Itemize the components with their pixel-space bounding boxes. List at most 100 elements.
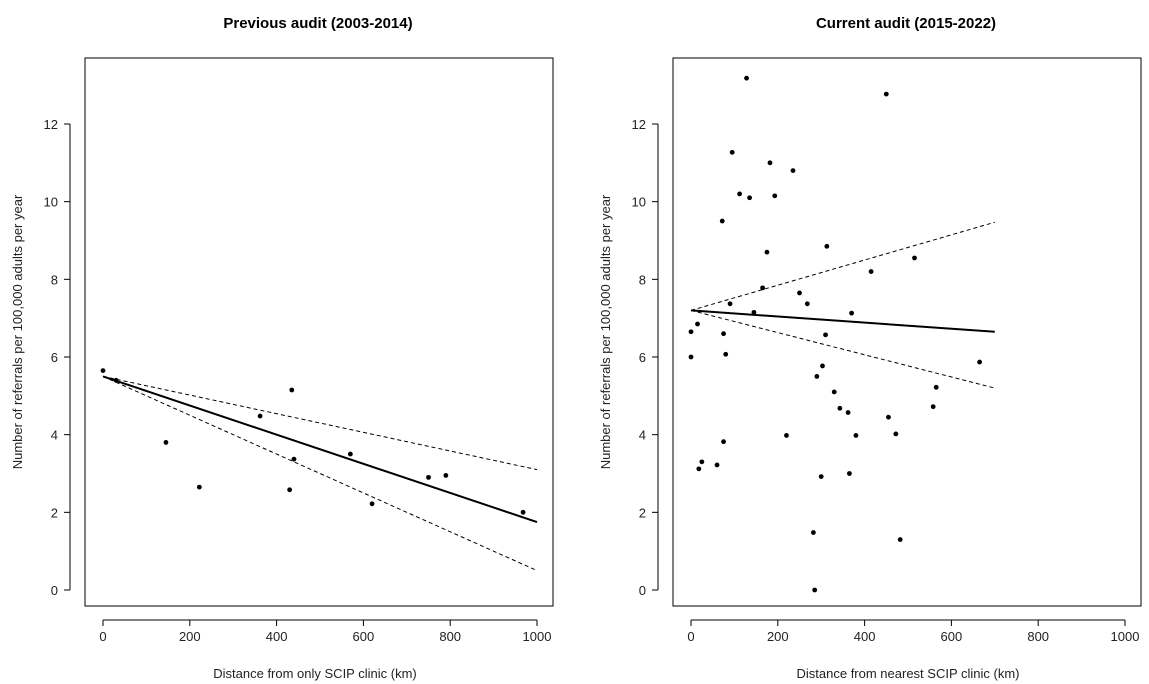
regression-line bbox=[102, 375, 538, 523]
data-point bbox=[810, 530, 816, 535]
data-point bbox=[893, 431, 899, 437]
x-tick-label: 200 bbox=[179, 629, 201, 644]
x-tick-label: 400 bbox=[854, 629, 876, 644]
data-point bbox=[847, 471, 852, 476]
data-point bbox=[930, 404, 936, 410]
x-tick-label: 200 bbox=[767, 629, 789, 644]
points-current bbox=[688, 75, 983, 593]
x-axis-label-previous: Distance from only SCIP clinic (km) bbox=[213, 666, 416, 681]
data-point bbox=[100, 368, 106, 373]
plot-frame-previous bbox=[84, 57, 554, 607]
data-point bbox=[719, 218, 725, 224]
y-tick-label: 4 bbox=[51, 428, 58, 443]
data-point bbox=[696, 466, 702, 472]
x-tick-label: 600 bbox=[353, 629, 375, 644]
chart-title-previous: Previous audit (2003-2014) bbox=[223, 15, 412, 32]
data-point bbox=[883, 91, 889, 97]
data-point bbox=[747, 195, 752, 201]
x-tick-label: 600 bbox=[941, 629, 963, 644]
ci-upper-line bbox=[102, 375, 538, 471]
y-axis-current: 0 2 4 6 8 10 12 bbox=[632, 117, 659, 598]
y-tick-label: 2 bbox=[51, 505, 58, 520]
chart-title-current: Current audit (2015-2022) bbox=[816, 15, 996, 32]
y-tick-label: 4 bbox=[639, 428, 646, 443]
data-point bbox=[760, 285, 766, 291]
data-point bbox=[853, 433, 859, 438]
ci-lower-line bbox=[102, 375, 538, 572]
regression-line bbox=[690, 309, 995, 333]
data-point bbox=[721, 331, 726, 337]
y-axis-label-previous: Number of referrals per 100,000 adults p… bbox=[10, 194, 25, 469]
data-point bbox=[764, 249, 770, 255]
panel-previous-audit: Previous audit (2003-2014) 0 200 400 600 800… bbox=[10, 15, 554, 681]
fit-lines-current bbox=[690, 221, 995, 389]
points-previous bbox=[100, 368, 526, 515]
data-point bbox=[727, 301, 733, 307]
panel-current-audit: Current audit (2015-2022) 0 200 400 600 800 1… bbox=[598, 15, 1142, 681]
data-point bbox=[257, 413, 263, 419]
data-point bbox=[113, 377, 119, 383]
data-point bbox=[933, 384, 939, 390]
y-tick-label: 12 bbox=[632, 117, 646, 132]
data-point bbox=[772, 193, 778, 199]
y-axis-previous: 0 2 4 6 8 10 12 bbox=[44, 117, 71, 598]
data-point bbox=[443, 473, 449, 478]
data-point bbox=[897, 537, 903, 542]
data-point bbox=[790, 168, 796, 174]
data-point bbox=[849, 310, 854, 316]
data-point bbox=[291, 456, 297, 462]
data-point bbox=[289, 387, 295, 393]
x-axis-previous: 0 200 400 600 800 1000 bbox=[99, 619, 552, 644]
data-point bbox=[520, 509, 526, 515]
data-point bbox=[287, 487, 293, 493]
y-tick-label: 6 bbox=[51, 350, 58, 365]
data-point bbox=[699, 459, 705, 465]
x-tick-label: 1000 bbox=[1111, 629, 1140, 644]
data-point bbox=[729, 149, 735, 155]
x-tick-label: 800 bbox=[439, 629, 461, 644]
data-point bbox=[845, 410, 851, 415]
x-axis-current: 0 200 400 600 800 1000 bbox=[687, 619, 1140, 644]
ci-lower-line bbox=[690, 309, 995, 389]
y-tick-label: 0 bbox=[51, 583, 58, 598]
data-point bbox=[688, 329, 694, 335]
x-tick-label: 0 bbox=[99, 629, 106, 644]
fit-lines-previous bbox=[102, 375, 538, 572]
data-point bbox=[868, 269, 874, 274]
data-point bbox=[695, 321, 700, 327]
data-point bbox=[912, 255, 917, 261]
data-point bbox=[714, 462, 720, 468]
y-tick-label: 8 bbox=[51, 272, 58, 287]
data-point bbox=[767, 160, 773, 166]
data-point bbox=[812, 587, 818, 593]
data-point bbox=[744, 75, 749, 81]
x-axis-label-current: Distance from nearest SCIP clinic (km) bbox=[797, 666, 1020, 681]
data-point bbox=[804, 301, 810, 307]
y-tick-label: 12 bbox=[44, 117, 58, 132]
data-point bbox=[196, 484, 202, 490]
y-tick-label: 10 bbox=[632, 195, 646, 210]
x-tick-label: 800 bbox=[1027, 629, 1049, 644]
ci-upper-line bbox=[690, 221, 995, 311]
data-point bbox=[823, 332, 828, 338]
data-point bbox=[751, 309, 757, 315]
x-tick-label: 0 bbox=[687, 629, 694, 644]
y-tick-label: 0 bbox=[639, 583, 646, 598]
data-point bbox=[824, 243, 830, 249]
data-point bbox=[818, 474, 824, 480]
data-point bbox=[784, 433, 789, 438]
x-tick-label: 1000 bbox=[523, 629, 552, 644]
data-point bbox=[820, 363, 825, 369]
data-point bbox=[737, 191, 743, 197]
data-point bbox=[721, 439, 726, 445]
y-tick-label: 2 bbox=[639, 505, 646, 520]
y-tick-label: 10 bbox=[44, 195, 58, 210]
data-point bbox=[977, 359, 983, 365]
data-point bbox=[688, 354, 694, 360]
data-point bbox=[797, 290, 802, 296]
y-tick-label: 6 bbox=[639, 350, 646, 365]
data-point bbox=[831, 389, 837, 395]
y-tick-label: 8 bbox=[639, 272, 646, 287]
data-point bbox=[837, 405, 843, 411]
